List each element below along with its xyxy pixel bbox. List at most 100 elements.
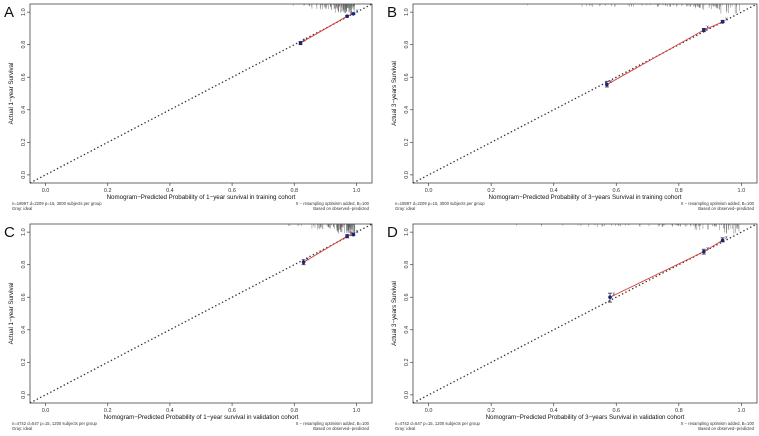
optimism-marker: x [609, 79, 612, 85]
y-tick-label: 0.2 [21, 138, 27, 146]
y-tick-label: 1.0 [21, 228, 27, 236]
optimism-marker: x [303, 38, 306, 44]
optimism-marker: x [725, 16, 728, 22]
y-tick-label: 0.0 [21, 171, 27, 179]
x-tick-label: 0.6 [612, 408, 620, 414]
footnote-resampling: X − resampling optimism added, B=100 [681, 421, 755, 426]
footnote-sample: n=4742 d=547 p=15, 1200 subjects per gro… [395, 421, 481, 426]
calibration-point [301, 260, 306, 265]
footnote-basis: Based on observed−predicted [313, 426, 369, 431]
y-tick-label: 0.8 [21, 261, 27, 269]
panel-d: D 0.0 0.0 0.2 0.2 0.4 0.4 0.6 0.6 0.8 0.8 1.0 1.0 x x x… [387, 223, 758, 431]
optimism-marker: x [350, 231, 353, 237]
calibration-point [605, 82, 609, 87]
x-tick-label: 0.4 [550, 188, 558, 194]
ideal-line [29, 223, 373, 404]
x-tick-label: 1.0 [353, 188, 361, 194]
x-tick-label: 0.2 [487, 188, 495, 194]
x-tick-label: 0.0 [42, 408, 50, 414]
y-tick-label: 0.0 [404, 391, 410, 399]
x-tick-label: 0.8 [675, 408, 683, 414]
y-tick-label: 0.6 [21, 73, 27, 81]
optimism-marker: x [350, 11, 353, 17]
x-tick-label: 1.0 [738, 188, 746, 194]
optimism-marker: x [706, 246, 709, 252]
y-axis-title: Actual 1−year Survival [8, 63, 15, 125]
y-tick-label: 0.4 [21, 326, 27, 334]
x-axis-title: Nomogram−Predicted Probability of 1−year… [104, 414, 299, 421]
panel-letter: A [4, 4, 14, 21]
calibration-point [720, 20, 725, 24]
panel-letter: B [387, 4, 397, 21]
x-axis-title: Nomogram−Predicted Probability of 3−year… [486, 414, 685, 421]
footnote-basis: Based on observed−predicted [698, 426, 754, 431]
calibration-point [702, 28, 706, 32]
optimism-marker: x [706, 25, 709, 31]
calibration-point [345, 14, 349, 19]
plot-frame [412, 3, 758, 184]
optimism-marker: x [613, 292, 616, 298]
panel-a: A0.00.00.20.20.40.40.60.60.80.81.01.0xx x… [4, 3, 373, 211]
y-tick-label: 0.4 [404, 106, 410, 114]
y-axis-title: Actual 1−year Survival [8, 283, 15, 345]
optimism-marker: x [725, 235, 728, 241]
y-tick-label: 0.0 [21, 391, 27, 399]
y-tick-label: 0.4 [404, 326, 410, 334]
footnote-resampling: X − resampling optimism added, B=100 [681, 201, 755, 206]
observed-line [300, 13, 354, 44]
y-tick-label: 0.6 [404, 293, 410, 301]
calibration-point [345, 234, 349, 239]
y-tick-label: 0.8 [404, 41, 410, 49]
footnote-basis: Based on observed−predicted [313, 206, 369, 211]
plot-frame [29, 223, 373, 404]
y-tick-label: 0.2 [404, 358, 410, 366]
footnote-sample: n=18997 d=2209 p=15, 3000 subjects per g… [395, 201, 485, 206]
x-tick-label: 0.8 [290, 188, 298, 194]
x-tick-label: 0.4 [166, 408, 174, 414]
footnote-ideal: Gray: ideal [12, 206, 32, 211]
optimism-marker: x [306, 257, 309, 263]
calibration-point [702, 249, 706, 254]
x-tick-label: 0.2 [104, 408, 112, 414]
calibration-point [351, 11, 356, 16]
y-tick-label: 1.0 [404, 228, 410, 236]
y-tick-label: 0.2 [404, 138, 410, 146]
x-tick-label: 0.6 [612, 188, 620, 194]
calibration-point [608, 295, 612, 300]
panel-b: B 0.0 0.0 0.2 0.2 0.4 0.4 0.6 0.6 0.8 0.8 1.0 1.0 x x x… [387, 3, 758, 211]
panel-letter: C [4, 224, 15, 241]
y-tick-label: 1.0 [404, 8, 410, 16]
y-tick-label: 1.0 [21, 8, 27, 16]
footnote-resampling: X − resampling optimism added, B=100 [296, 201, 370, 206]
footnote-ideal: Gray: ideal [395, 426, 415, 431]
x-tick-label: 0.2 [487, 408, 495, 414]
x-tick-label: 0.2 [104, 188, 112, 194]
y-axis-title: Actual 3−years Survival [391, 281, 398, 346]
panel-letter: D [387, 224, 398, 241]
x-tick-label: 0.8 [675, 188, 683, 194]
footnote-sample: n=18997 d=2209 p=15, 3000 subjects per g… [12, 201, 102, 206]
ideal-line [29, 3, 373, 184]
calibration-point [351, 232, 356, 237]
calibration-point [298, 41, 303, 45]
optimism-marker: x [356, 229, 359, 235]
y-tick-label: 0.6 [21, 293, 27, 301]
y-tick-label: 0.2 [21, 358, 27, 366]
x-tick-label: 0.6 [228, 408, 236, 414]
y-tick-label: 0.8 [404, 261, 410, 269]
footnote-resampling: X − resampling optimism added, B=100 [296, 421, 370, 426]
x-axis-title: Nomogram−Predicted Probability of 3−year… [489, 194, 682, 201]
x-tick-label: 1.0 [738, 408, 746, 414]
x-tick-label: 0.4 [550, 408, 558, 414]
x-tick-label: 0.0 [425, 188, 433, 194]
x-tick-label: 0.0 [425, 408, 433, 414]
footnote-ideal: Gray: ideal [395, 206, 415, 211]
optimism-marker: x [356, 8, 359, 14]
x-tick-label: 1.0 [353, 408, 361, 414]
panel-c: C0.00.00.20.20.40.40.60.60.80.81.01.0xx x… [4, 223, 373, 431]
y-tick-label: 0.8 [21, 41, 27, 49]
y-axis-title: Actual 3−years Survival [391, 61, 398, 126]
ideal-line [412, 3, 758, 184]
y-tick-label: 0.0 [404, 171, 410, 179]
y-tick-label: 0.4 [21, 106, 27, 114]
